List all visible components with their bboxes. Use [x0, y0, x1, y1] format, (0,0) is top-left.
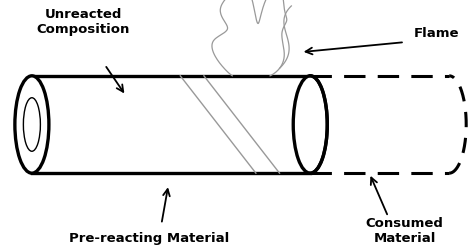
Text: Flame: Flame — [414, 26, 460, 40]
Text: Pre-reacting Material: Pre-reacting Material — [70, 232, 230, 244]
Ellipse shape — [15, 76, 49, 174]
Text: Consumed
Material: Consumed Material — [366, 216, 444, 244]
Ellipse shape — [293, 76, 327, 174]
Text: Unreacted
Composition: Unreacted Composition — [36, 8, 130, 36]
